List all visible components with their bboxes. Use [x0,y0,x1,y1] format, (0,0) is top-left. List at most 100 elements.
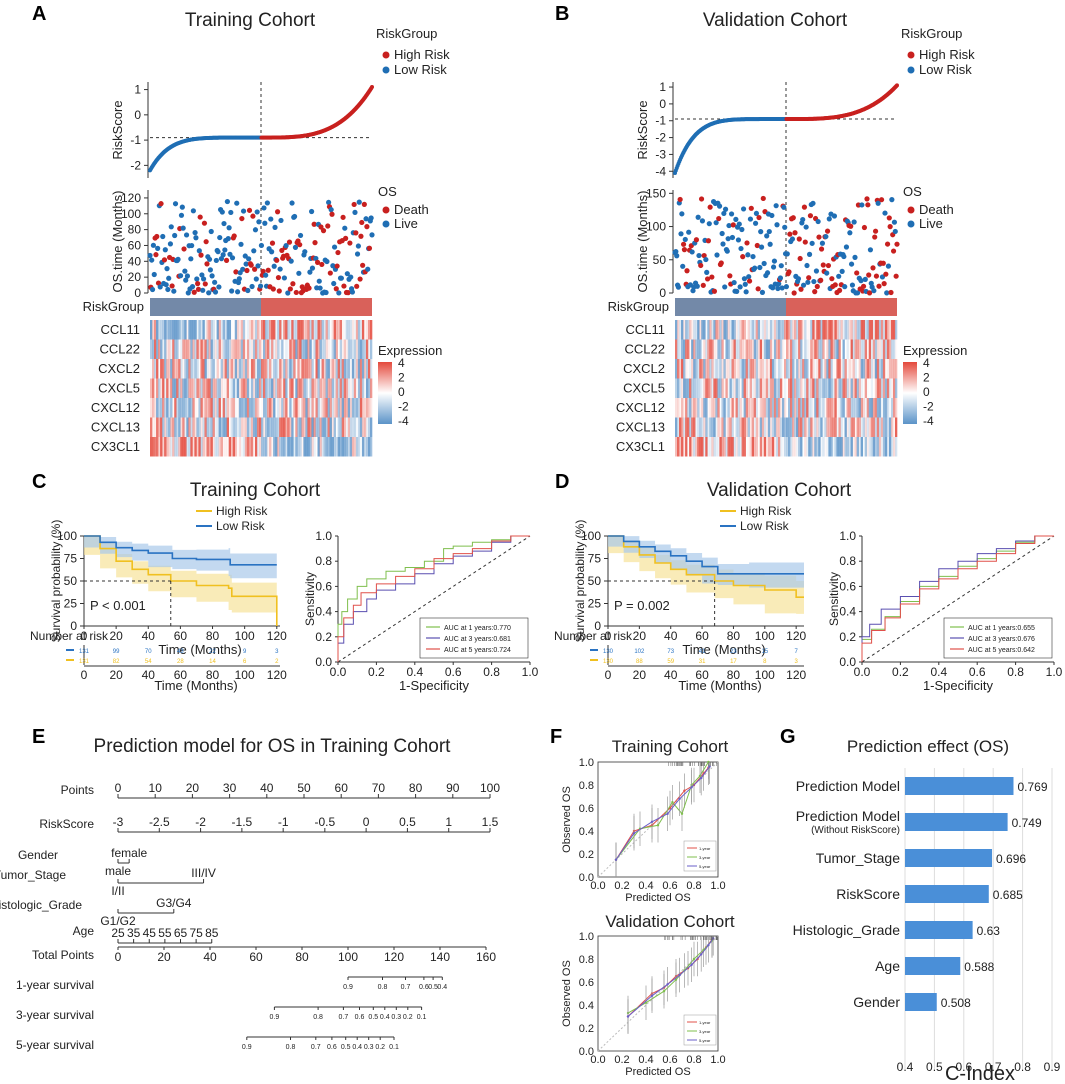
ostime-point [153,252,159,258]
heatmap-cell [892,359,896,379]
heatmap-cell [180,417,183,437]
ostime-point [894,241,900,247]
ostime-point [297,232,304,239]
ostime-point [753,210,760,217]
heatmap-cell [820,339,823,359]
ostime-point [147,252,153,259]
ostime-point [179,204,185,210]
heatmap-cell [880,320,884,340]
roc-tick-x: 0.6 [445,665,462,679]
heatmap-cell [701,359,704,379]
heatmap-cell [307,398,310,418]
heatmap-cell [850,359,853,379]
ostime-point [704,269,710,275]
tick-label: 50 [653,253,667,267]
heatmap-cell [775,339,779,359]
panel-title: Validation Cohort [707,480,852,501]
calibration-tick-y: 0.4 [579,826,594,838]
ostime-point [701,252,707,259]
ostime-point [887,224,893,230]
heatmap-cell [295,359,298,379]
heatmap-cell [236,320,240,340]
heatmap-cell [162,359,165,379]
ostime-point [678,231,684,237]
ostime-point [313,255,319,262]
ostime-point [700,282,706,288]
heatmap-cell [832,320,835,340]
ostime-point [203,239,209,245]
heatmap-cell [888,378,892,398]
heatmap-cell [703,359,706,379]
heatmap-cell [204,417,207,437]
heatmap-cell [743,398,746,418]
nomogram-tick: 1 [445,815,452,829]
heatmap-cell [267,398,270,418]
heatmap-cell [291,417,294,437]
heatmap-cell [150,359,153,379]
ostime-point [269,249,275,255]
heatmap-cell [854,398,857,418]
heatmap-cell [828,437,831,457]
heatmap-cell [828,320,831,340]
km-curve-high [608,535,804,598]
cindex-bar [905,849,993,867]
heatmap-cell [856,437,859,457]
heatmap-cell [315,417,318,437]
heatmap-cell [202,378,205,398]
heatmap-cell [798,437,801,457]
heatmap-cell [794,417,797,437]
heatmap-cell [743,417,746,437]
heatmap-cell [222,398,225,418]
heatmap-cell [846,359,849,379]
tick-label: 75 [64,552,78,566]
calibration-ylabel: Observed OS [561,786,573,853]
heatmap-cell [751,378,755,398]
nomogram-tick: 0.8 [378,984,388,991]
heatmap-cell [816,437,819,457]
heatmap-cell [868,417,872,437]
panel-letter-e: E [32,726,45,748]
calibration-curve [627,938,714,1017]
ostime-point [674,253,680,259]
ostime-point [274,209,281,215]
heatmap-cell [357,417,361,437]
heatmap-cell [860,359,863,379]
heatmap-cell [168,417,171,437]
heatmap-cell [711,359,714,379]
heatmap-cell [299,320,302,340]
nomogram-row-label: Tumor_Stage [0,868,66,882]
heatmap-cell [816,398,819,418]
heatmap-cell [353,417,357,437]
heatmap-cell [164,398,167,418]
ostime-point [275,274,282,281]
heatmap-cell [303,398,306,418]
heatmap-cell [739,398,742,418]
nomogram-tick: 0.3 [391,1014,401,1021]
ostime-point [698,196,705,202]
heatmap-cell [337,359,341,379]
heatmap-cell [751,320,755,340]
heatmap-cell [222,378,225,398]
ostime-point [709,274,715,280]
heatmap-cell [677,339,680,359]
heatmap-cell [226,359,230,379]
calibration-point [700,776,703,780]
axis-label-time-2: Time (Months) [678,678,761,693]
heatmap-cell [872,398,876,418]
ostime-point [814,283,820,290]
heatmap-cell [818,359,821,379]
ostime-point [293,289,299,296]
heatmap-cell [697,359,700,379]
ostime-point [797,255,803,262]
tick-label: -2 [130,158,141,172]
cindex-value-label: 0.63 [977,924,1001,938]
heatmap-cell [693,339,696,359]
heatmap-cell [781,320,785,340]
heatmap-cell [220,378,223,398]
heatmap-cell [245,340,247,360]
heatmap-cell [353,398,357,418]
heatmap-cell [701,398,704,418]
heatmap-cell [816,378,819,398]
heatmap-cell [844,378,847,398]
heatmap-cell [196,339,199,359]
